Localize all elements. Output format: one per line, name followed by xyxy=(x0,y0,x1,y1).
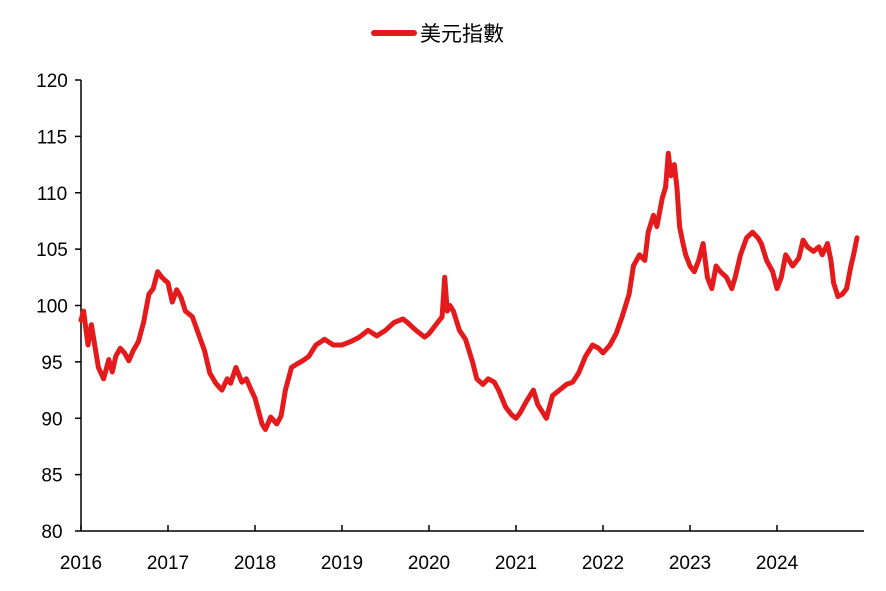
y-tick-label: 120 xyxy=(36,71,68,92)
x-axis-ticks: 2016 2017 2018 2019 2020 2021 2022 2023 2024 xyxy=(60,525,799,574)
y-tick-label: 80 xyxy=(41,522,62,543)
y-tick-label: 85 xyxy=(41,466,62,487)
y-tick-label: 110 xyxy=(37,184,67,205)
x-tick-label: 2023 xyxy=(669,553,711,574)
y-tick-label: 105 xyxy=(36,240,68,261)
x-tick-label: 2016 xyxy=(60,553,102,574)
y-tick-label: 90 xyxy=(41,409,62,430)
x-tick-label: 2024 xyxy=(756,553,799,574)
legend-label: 美元指數 xyxy=(420,22,504,46)
series-line-0 xyxy=(78,150,860,432)
y-tick-label: 95 xyxy=(41,353,62,374)
series-layer xyxy=(78,150,860,432)
chart-legend: 美元指數 xyxy=(371,22,504,46)
y-tick-label: 115 xyxy=(37,127,67,148)
y-axis-ticks: 80 85 90 95 100 105 110 115 120 xyxy=(36,71,81,543)
x-tick-label: 2018 xyxy=(234,553,276,574)
x-tick-label: 2021 xyxy=(495,553,537,574)
y-tick-label: 100 xyxy=(36,297,68,318)
x-tick-label: 2017 xyxy=(147,553,189,574)
x-tick-label: 2022 xyxy=(582,553,624,574)
x-tick-label: 2020 xyxy=(408,553,450,574)
x-tick-label: 2019 xyxy=(321,553,363,574)
